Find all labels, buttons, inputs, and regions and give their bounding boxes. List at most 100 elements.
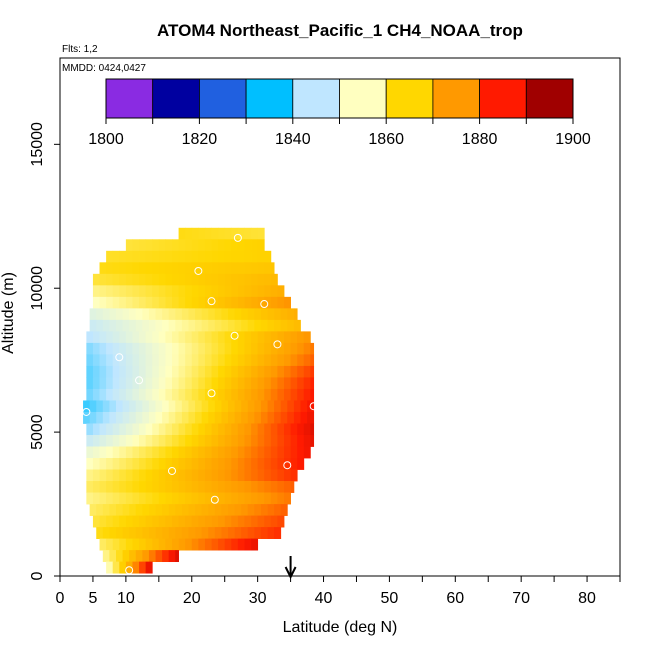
heatmap-cell bbox=[152, 365, 160, 378]
sample-point bbox=[230, 331, 239, 340]
heatmap-cell bbox=[198, 458, 206, 470]
heatmap-cell bbox=[211, 538, 219, 551]
heatmap-cell bbox=[119, 331, 127, 344]
heatmap-cell bbox=[208, 411, 216, 424]
colorbar-tick-label: 1900 bbox=[555, 131, 591, 148]
heatmap-cell bbox=[251, 538, 259, 551]
heatmap-cell bbox=[125, 342, 133, 355]
heatmap-cell bbox=[112, 481, 120, 493]
heatmap-cell bbox=[264, 469, 272, 482]
dates-note: MMDD: 0424,0427 bbox=[62, 63, 146, 74]
heatmap-cell bbox=[178, 377, 186, 390]
heatmap-cell bbox=[195, 400, 203, 413]
heatmap-cell bbox=[158, 250, 166, 263]
heatmap-cell bbox=[204, 365, 212, 378]
heatmap-cell bbox=[152, 377, 160, 390]
heatmap-cell bbox=[152, 538, 160, 551]
heatmap-cell bbox=[112, 377, 120, 390]
heatmap-cell bbox=[254, 308, 262, 321]
heatmap-cell bbox=[96, 308, 104, 321]
heatmap-cell bbox=[218, 365, 226, 378]
heatmap-cell bbox=[234, 400, 242, 413]
heatmap-cell bbox=[204, 250, 212, 263]
heatmap-cell bbox=[188, 319, 196, 332]
heatmap-cell bbox=[303, 331, 311, 344]
sample-point bbox=[309, 402, 318, 411]
heatmap-cell bbox=[221, 308, 229, 321]
heatmap-cell bbox=[257, 239, 265, 252]
heatmap-cell bbox=[106, 538, 114, 551]
heatmap-cell bbox=[221, 527, 229, 539]
heatmap-cell bbox=[172, 481, 179, 493]
heatmap-cell bbox=[251, 250, 259, 263]
heatmap-cell bbox=[185, 273, 193, 286]
heatmap-cell bbox=[119, 388, 127, 401]
heatmap-cell bbox=[231, 446, 239, 459]
heatmap-cell bbox=[168, 411, 176, 424]
heatmap-cell bbox=[165, 377, 173, 390]
colorbar-tick-label: 1820 bbox=[182, 131, 218, 148]
heatmap-cell bbox=[293, 400, 301, 413]
heatmap-cell bbox=[172, 492, 179, 505]
heatmap-cell bbox=[172, 273, 179, 286]
heatmap-cell bbox=[172, 388, 179, 401]
heatmap-cell bbox=[185, 469, 193, 482]
heatmap-cell bbox=[86, 458, 94, 470]
heatmap-cell bbox=[86, 446, 94, 459]
heatmap-cell bbox=[106, 296, 114, 309]
heatmap-cell bbox=[178, 458, 186, 470]
heatmap-cell bbox=[155, 527, 163, 539]
heatmap-cell bbox=[300, 411, 308, 424]
heatmap-cell bbox=[260, 504, 268, 516]
heatmap-cell bbox=[175, 550, 179, 563]
heatmap-cell bbox=[231, 469, 239, 482]
heatmap-cell bbox=[198, 423, 206, 436]
heatmap-cell bbox=[145, 262, 153, 275]
heatmap-cell bbox=[112, 469, 120, 482]
heatmap-cell bbox=[290, 354, 298, 367]
heatmap-cell bbox=[92, 446, 100, 459]
heatmap-cell bbox=[191, 481, 199, 493]
heatmap-cell bbox=[284, 365, 291, 378]
heatmap-cell bbox=[224, 296, 232, 309]
heatmap-cell bbox=[277, 377, 285, 390]
heatmap-cell bbox=[264, 458, 272, 470]
heatmap-cell bbox=[119, 458, 127, 470]
heatmap-cell bbox=[280, 504, 288, 516]
heatmap-cell bbox=[198, 239, 206, 252]
heatmap-cell bbox=[158, 365, 166, 378]
heatmap-cell bbox=[92, 515, 100, 528]
heatmap-cell bbox=[125, 469, 133, 482]
heatmap-cell bbox=[237, 365, 245, 378]
heatmap-cell bbox=[99, 262, 107, 275]
heatmap-cell bbox=[274, 319, 282, 332]
heatmap-cell bbox=[172, 331, 179, 344]
sample-point bbox=[125, 566, 134, 575]
heatmap-cell bbox=[165, 250, 173, 263]
heatmap-cell bbox=[125, 434, 133, 447]
heatmap-cell bbox=[204, 492, 212, 505]
heatmap-cell bbox=[247, 308, 255, 321]
heatmap-cell bbox=[224, 388, 232, 401]
heatmap-cell bbox=[139, 354, 147, 367]
heatmap-cell bbox=[237, 273, 245, 286]
heatmap-cell bbox=[172, 515, 179, 528]
heatmap-cell bbox=[145, 250, 153, 263]
heatmap-cell bbox=[142, 308, 150, 321]
heatmap-cell bbox=[83, 400, 91, 413]
x-tick-label: 60 bbox=[446, 590, 464, 607]
heatmap-cell bbox=[237, 423, 245, 436]
heatmap-cell bbox=[198, 354, 206, 367]
heatmap-cell bbox=[310, 388, 315, 401]
heatmap-cell bbox=[310, 434, 315, 447]
y-tick-label: 5000 bbox=[29, 414, 46, 450]
heatmap-cell bbox=[125, 446, 133, 459]
heatmap-cell bbox=[284, 434, 291, 447]
heatmap-cell bbox=[92, 377, 100, 390]
heatmap-cell bbox=[145, 423, 153, 436]
heatmap-cell bbox=[145, 354, 153, 367]
heatmap-cell bbox=[106, 273, 114, 286]
heatmap-cell bbox=[244, 262, 252, 275]
heatmap-cell bbox=[112, 285, 120, 298]
